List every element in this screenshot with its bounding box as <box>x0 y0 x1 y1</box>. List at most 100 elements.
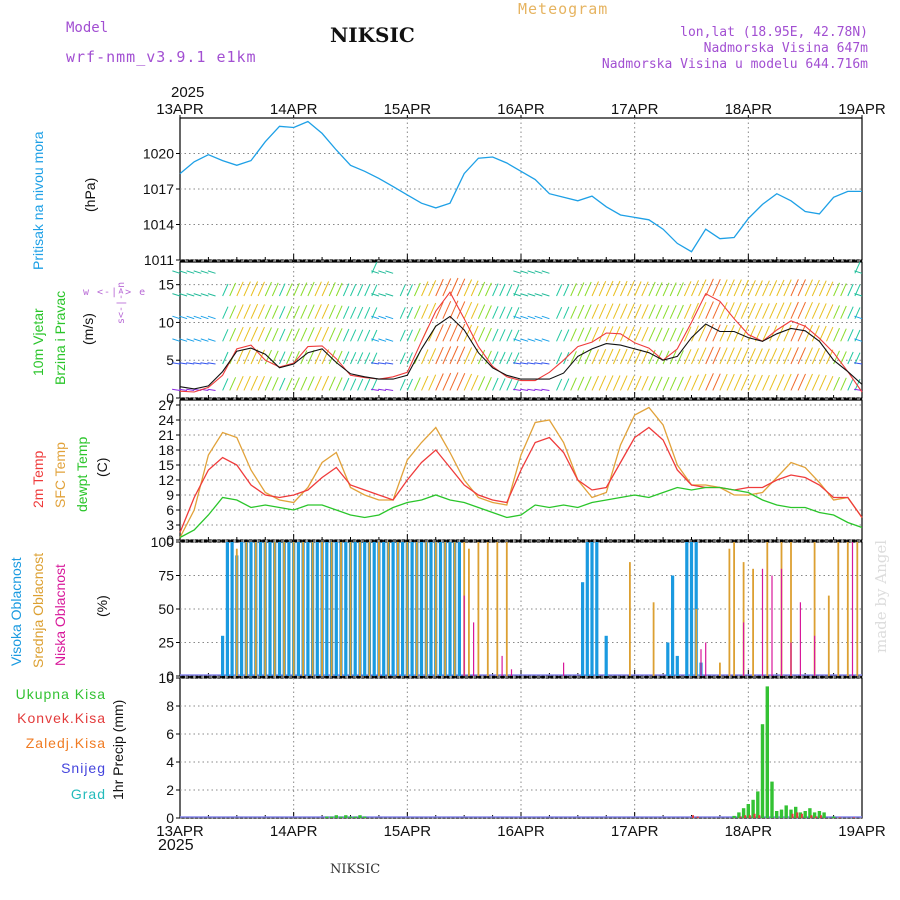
wind-arrow <box>449 345 459 365</box>
total-rain-bar <box>794 806 798 818</box>
date-label-bottom: 17APR <box>611 823 659 840</box>
wind-arrow <box>413 305 421 319</box>
mid-cloud-bar <box>406 542 409 676</box>
wind-arrow <box>676 327 684 342</box>
wind-arrow <box>534 338 543 342</box>
wind-arrow <box>179 270 188 274</box>
wind-arrow <box>342 351 350 365</box>
wind-arrow <box>840 377 847 391</box>
wind-arrow <box>591 303 599 319</box>
low-cloud-bar <box>700 649 702 676</box>
wind-arrow <box>847 306 854 319</box>
conv-rain-bar <box>753 813 756 818</box>
high-cloud-bar <box>438 542 443 676</box>
wind-arrow <box>854 362 863 365</box>
wind-arrow <box>563 329 570 342</box>
pressure-line <box>179 120 862 253</box>
wind-arrow <box>662 305 670 319</box>
mid-cloud-bar <box>477 542 480 676</box>
y-tick-label: 10 <box>158 670 174 686</box>
wind-arrow <box>328 350 336 365</box>
total-rain-bar <box>760 724 765 818</box>
high-cloud-bar <box>268 542 272 676</box>
wind-arrow <box>293 377 300 391</box>
wind-arrow <box>243 281 251 297</box>
conv-rain-bar <box>819 815 822 818</box>
high-cloud-bar <box>221 635 225 676</box>
conv-rain-bar <box>748 815 751 818</box>
sfc-temp-line <box>179 406 863 538</box>
y-tick-label: 50 <box>158 601 174 617</box>
wind-arrow <box>370 362 379 365</box>
wind-arrow <box>279 306 286 319</box>
y-tick-label: 0 <box>166 390 174 406</box>
wind-gust-line <box>179 291 863 393</box>
wind-arrow <box>776 279 785 297</box>
wind-arrow <box>229 377 237 391</box>
wind-arrow <box>385 338 394 342</box>
wind-arrow <box>335 305 343 319</box>
wind-arrow <box>854 293 863 297</box>
panel-frame <box>179 117 863 261</box>
wind-arrow <box>442 300 452 319</box>
wind-arrow <box>811 347 820 365</box>
conv-rain-bar <box>744 815 747 818</box>
wind-arrow <box>463 347 473 365</box>
wind-arrow <box>371 378 378 391</box>
wind-arrow <box>186 293 195 297</box>
wind-arrow <box>421 303 429 319</box>
total-rain-bar <box>737 812 741 818</box>
wind-arrow <box>747 374 756 391</box>
wind-arrow <box>683 303 692 319</box>
high-cloud-bar <box>448 542 452 676</box>
wind-arrow <box>378 315 387 320</box>
wind-arrow <box>463 324 473 342</box>
wind-arrow <box>449 300 459 319</box>
wind-arrow <box>449 372 459 391</box>
mid-cloud-bar <box>468 548 470 676</box>
wind-arrow <box>612 303 621 319</box>
wind-arrow <box>264 327 272 342</box>
wind-arrow <box>186 388 195 391</box>
wind-arrow <box>541 270 550 274</box>
low-cloud-bar <box>799 602 801 676</box>
wind-arrow <box>676 282 684 297</box>
meteogram-title: Meteogram <box>518 0 609 18</box>
wind-arrow <box>513 338 522 342</box>
wind-arrow <box>456 372 466 391</box>
wind-arrow <box>371 270 380 274</box>
wind-arrow <box>328 327 336 342</box>
total-rain-bar <box>751 799 755 818</box>
wind-arrow <box>172 315 181 320</box>
low-cloud-bar <box>563 662 565 676</box>
y-tick-label: 27 <box>158 397 174 413</box>
date-label-bottom: 14APR <box>270 823 318 840</box>
wind-arrow <box>740 374 749 391</box>
wind-arrow <box>193 293 202 297</box>
wind-arrow <box>541 338 550 342</box>
wind-arrow <box>243 326 251 342</box>
conv-rain-bar <box>800 813 803 818</box>
wind-arrow <box>627 281 635 297</box>
wind-arrow <box>485 282 492 297</box>
wind-arrow <box>499 306 506 319</box>
wind-arrow <box>612 280 621 297</box>
wind-arrow <box>271 282 279 297</box>
wind-arrow <box>797 373 806 391</box>
high-cloud-bar <box>581 582 585 676</box>
date-label-top: 19APR <box>838 101 886 118</box>
wind-arrow <box>513 362 522 365</box>
wind-arrow <box>300 376 308 391</box>
wind-arrow <box>193 338 202 342</box>
wind-arrow <box>513 352 520 365</box>
wind-arrow <box>520 362 529 365</box>
total-rain-bar <box>779 809 784 818</box>
mid-cloud-bar <box>695 609 698 676</box>
total-rain-bar <box>741 808 746 818</box>
wind-arrow <box>279 351 286 365</box>
model-elevation-label: Nadmorska Visina u modelu 644.716m <box>601 57 868 72</box>
low-cloud-bar <box>761 568 764 676</box>
wind-arrow <box>556 284 563 297</box>
wind-arrow <box>435 373 444 391</box>
wind-arrow <box>726 279 735 297</box>
